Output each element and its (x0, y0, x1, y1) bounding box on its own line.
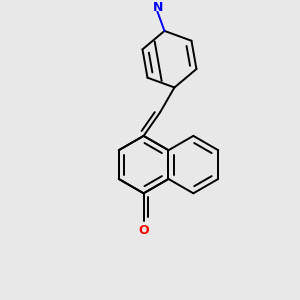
Text: N: N (152, 1, 163, 13)
Text: O: O (138, 224, 149, 237)
